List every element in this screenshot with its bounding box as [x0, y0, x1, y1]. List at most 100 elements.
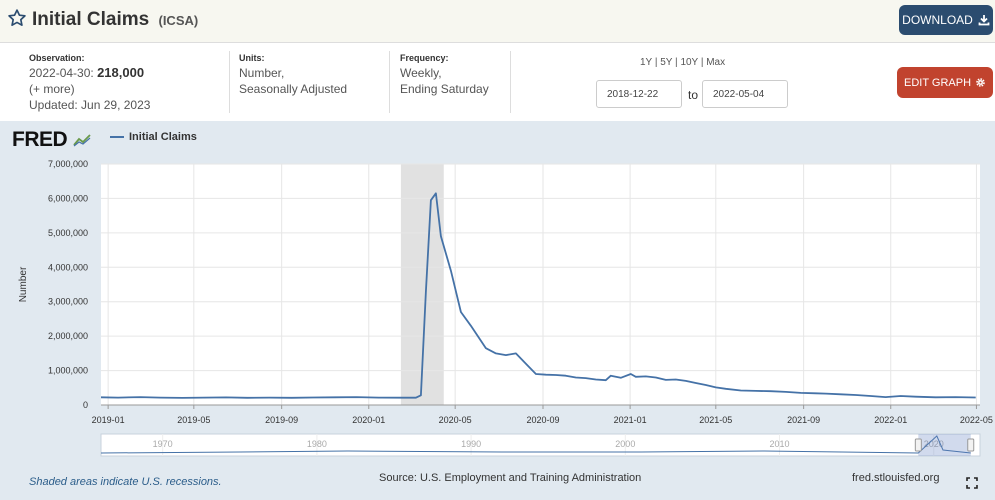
data-point: [684, 379, 688, 383]
data-point: [224, 395, 228, 399]
download-label: DOWNLOAD: [902, 13, 973, 27]
data-point: [784, 390, 788, 394]
site-link[interactable]: fred.stlouisfed.org: [852, 472, 940, 484]
range-1y[interactable]: 1Y: [640, 57, 653, 68]
legend-line-swatch: [110, 136, 124, 138]
data-point: [268, 396, 272, 400]
frequency-block: Frequency: Weekly, Ending Saturday: [400, 51, 489, 97]
data-point: [664, 378, 668, 382]
y-tick-label: 4,000,000: [48, 262, 88, 272]
end-date-input[interactable]: 2022-05-04: [702, 80, 788, 108]
start-date-input[interactable]: 2018-12-22: [596, 80, 682, 108]
data-point: [954, 395, 958, 399]
y-tick-label: 0: [83, 400, 88, 410]
edit-graph-label: EDIT GRAPH: [903, 76, 972, 89]
data-point: [429, 198, 433, 202]
data-point: [355, 395, 359, 399]
navigator-right-handle[interactable]: [967, 438, 975, 452]
data-point: [629, 372, 633, 376]
data-point: [377, 396, 381, 400]
x-tick-label: 2019-09: [265, 415, 298, 425]
observation-block: Observation: 2022-04-30: 218,000 (+ more…: [29, 51, 150, 113]
observation-value-row: 2022-04-30: 218,000: [29, 65, 150, 81]
data-point: [974, 395, 978, 399]
star-icon[interactable]: [7, 8, 27, 28]
x-tick-label: 2022-01: [874, 415, 907, 425]
y-tick-label: 2,000,000: [48, 331, 88, 341]
x-tick-label: 2022-05: [960, 415, 993, 425]
observation-date: 2022-04-30:: [29, 66, 94, 80]
navigator-left-handle[interactable]: [914, 438, 922, 452]
divider: [389, 51, 390, 113]
gear-icon: [976, 78, 985, 87]
data-point: [514, 351, 518, 355]
download-button[interactable]: DOWNLOAD: [899, 5, 993, 35]
data-point: [934, 395, 938, 399]
observation-label: Observation:: [29, 53, 85, 63]
units-line1: Number,: [239, 66, 285, 80]
data-point: [116, 396, 120, 400]
data-point: [654, 375, 658, 379]
data-point: [138, 395, 142, 399]
data-point: [180, 396, 184, 400]
updated-text: Updated: Jun 29, 2023: [29, 98, 151, 112]
range-max[interactable]: Max: [706, 57, 726, 68]
x-tick-label: 2019-01: [92, 415, 125, 425]
navigator-year-label: 1990: [461, 439, 481, 449]
to-label: to: [688, 88, 699, 102]
edit-graph-button[interactable]: EDIT GRAPH: [897, 67, 993, 98]
divider: [510, 51, 511, 113]
data-point: [824, 392, 828, 396]
data-point: [884, 395, 888, 399]
navigator-selection[interactable]: [918, 434, 971, 456]
x-tick-label: 2020-05: [439, 415, 472, 425]
fred-logo[interactable]: FRED: [12, 128, 91, 152]
y-tick-label: 5,000,000: [48, 228, 88, 238]
navigator-year-label: 2010: [770, 439, 790, 449]
data-point: [554, 373, 558, 377]
data-point: [634, 375, 638, 379]
range-10y[interactable]: 10Y: [680, 57, 699, 68]
y-tick-label: 3,000,000: [48, 297, 88, 307]
x-tick-label: 2020-09: [526, 415, 559, 425]
range-5y[interactable]: 5Y: [660, 57, 673, 68]
data-point: [899, 394, 903, 398]
more-link[interactable]: (+ more): [29, 82, 75, 96]
y-axis-title: Number: [18, 266, 29, 302]
data-point: [694, 381, 698, 385]
data-point: [459, 310, 463, 314]
data-point: [644, 374, 648, 378]
fullscreen-icon[interactable]: [966, 477, 978, 489]
navigator-year-label: 1970: [153, 439, 173, 449]
data-point: [434, 191, 438, 195]
data-point: [333, 395, 337, 399]
header: Initial Claims (ICSA) DOWNLOAD: [0, 0, 995, 43]
data-point: [814, 391, 818, 395]
page-title: Initial Claims (ICSA): [32, 9, 198, 31]
data-point: [914, 395, 918, 399]
data-point: [158, 396, 162, 400]
series-code: (ICSA): [158, 13, 199, 28]
data-point: [414, 396, 418, 400]
data-point: [311, 395, 315, 399]
navigator-year-label: 2020: [924, 439, 944, 449]
data-point: [469, 324, 473, 328]
x-tick-label: 2019-05: [177, 415, 210, 425]
data-point: [584, 376, 588, 380]
y-tick-label: 7,000,000: [48, 159, 88, 169]
data-point: [544, 373, 548, 377]
plot-background: [101, 164, 980, 405]
data-point: [245, 396, 249, 400]
data-point: [839, 392, 843, 396]
navigator-series: [100, 435, 971, 454]
data-point: [769, 389, 773, 393]
download-icon: [978, 15, 990, 26]
data-point: [504, 353, 508, 357]
data-point: [714, 385, 718, 389]
x-tick-label: 2021-09: [787, 415, 820, 425]
data-point: [99, 395, 103, 399]
x-tick-label: 2020-01: [352, 415, 385, 425]
plot-area: 0 1,000,000 2,000,000 3,000,000 4,000,000 5,0…: [18, 159, 993, 457]
data-point: [574, 375, 578, 379]
y-tick-label: 1,000,000: [48, 366, 88, 376]
